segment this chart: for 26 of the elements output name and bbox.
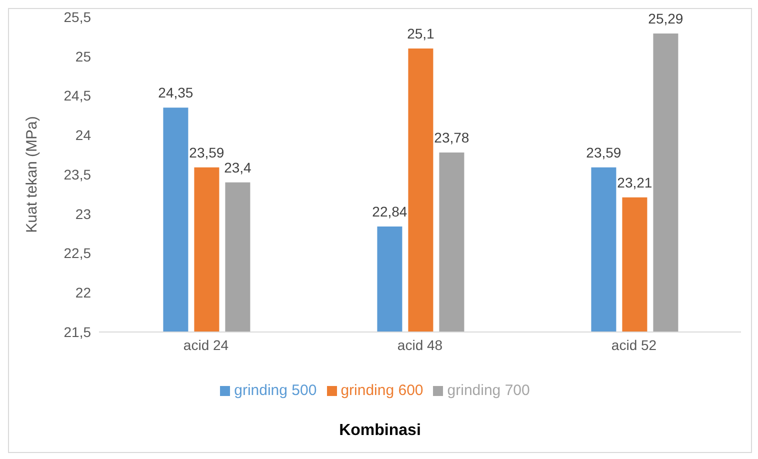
y-tick-label: 25,5	[64, 8, 92, 25]
legend-label: grinding 700	[447, 382, 530, 399]
data-label: 23,59	[189, 144, 224, 160]
data-label: 25,1	[407, 26, 435, 42]
y-tick-label: 22,5	[64, 245, 92, 262]
y-tick-label: 21,5	[64, 324, 92, 340]
x-tick-label: acid 24	[183, 336, 229, 353]
legend-label: grinding 500	[234, 382, 317, 399]
data-label: 23,59	[586, 144, 622, 160]
y-tick-label: 22	[75, 284, 92, 301]
y-tick-label: 24,5	[64, 88, 92, 104]
data-label: 25,29	[648, 10, 684, 27]
data-label: 23,4	[224, 159, 252, 176]
y-tick-label: 25	[75, 48, 92, 64]
legend-label: grinding 600	[340, 382, 424, 399]
data-label: 24,35	[158, 84, 194, 101]
x-tick-label: acid 52	[611, 336, 657, 353]
y-tick-label: 23	[75, 206, 92, 222]
y-tick-label: 23,5	[64, 166, 92, 182]
data-label: 23,78	[434, 129, 470, 146]
x-axis-title: Kombinasi	[338, 422, 422, 440]
x-tick-label: acid 48	[397, 336, 443, 353]
data-label: 23,21	[617, 174, 652, 190]
y-tick-label: 24	[75, 127, 92, 144]
y-axis-title: Kuat tekan (MPa)	[23, 116, 40, 233]
data-label: 22,84	[372, 203, 408, 220]
